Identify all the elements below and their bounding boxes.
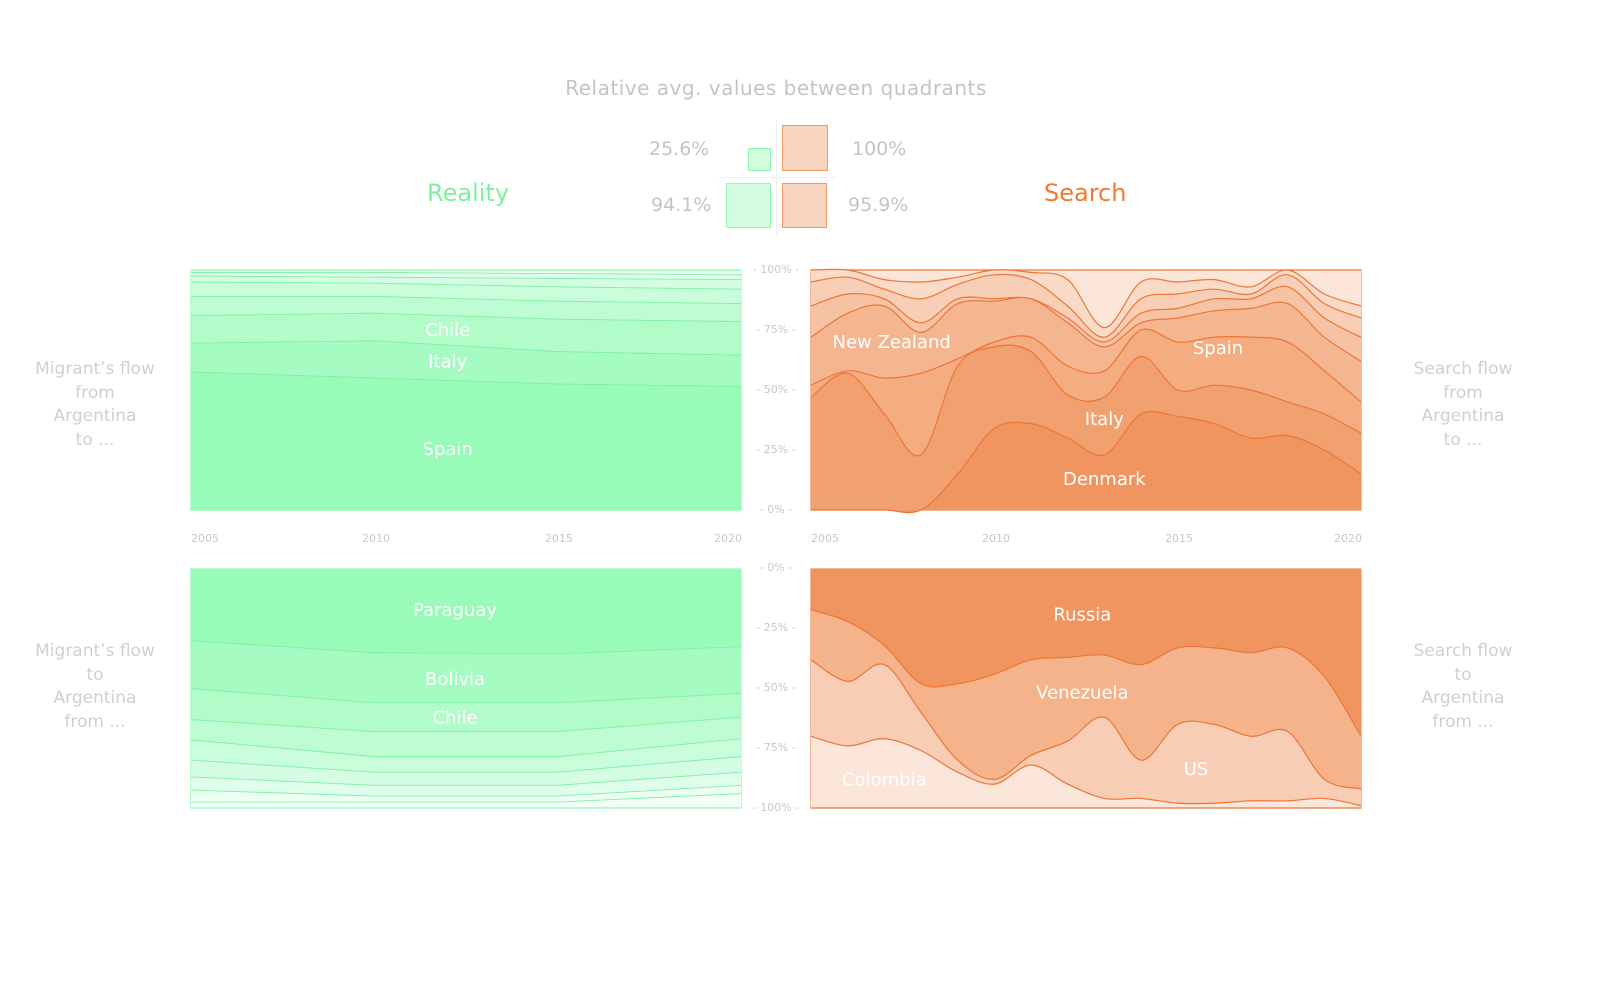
search-heading: Search	[1044, 179, 1127, 207]
chile-layer-boundary	[190, 716, 742, 732]
other-5-layer-boundary	[190, 771, 742, 786]
quadrant-value-bottom-left: 94.1%	[651, 194, 712, 216]
search-from-chart: New Zealand Spain Italy Denmark	[810, 268, 1362, 514]
other-6-layer-boundary	[191, 271, 742, 276]
x-tick: 2010	[362, 532, 390, 545]
x-tick: 2020	[714, 532, 742, 545]
y-tick: - 100% -	[752, 801, 800, 814]
quadrant-square-top-left	[747, 147, 771, 171]
italy-layer-boundary	[810, 344, 1362, 457]
quadrant-value-top-left: 25.6%	[649, 138, 710, 160]
side-label-line: to	[86, 664, 104, 685]
side-label-line: from	[75, 382, 115, 403]
search-to-chart: Russia Venezuela US Colombia	[810, 568, 1362, 809]
side-label-line: to	[1454, 664, 1472, 685]
side-label-line: from ...	[64, 711, 126, 732]
quadrant-value-bottom-right: 95.9%	[848, 194, 909, 216]
other-6-layer-boundary	[810, 268, 1362, 329]
x-tick: 2020	[1334, 532, 1362, 545]
side-label-line: Argentina	[53, 406, 137, 426]
spain-layer-boundary	[810, 296, 1362, 362]
quadrant-square-bottom-left	[726, 183, 771, 228]
side-label-right-bottom: Search flow to Argentina from ...	[1388, 640, 1538, 734]
series-label: Italy	[428, 351, 467, 372]
other-5-layer-boundary	[810, 273, 1362, 338]
quadrant-square-top-right	[782, 125, 828, 171]
side-label-line: to ...	[75, 429, 115, 450]
italy-layer-boundary	[190, 340, 742, 356]
spain-layer-boundary	[190, 371, 742, 387]
us-layer-boundary	[810, 735, 1362, 807]
chart-title: Relative avg. values between quadrants	[565, 76, 987, 100]
other-7-layer-boundary	[191, 793, 742, 803]
reality-heading: Reality	[427, 179, 510, 207]
series-label: Paraguay	[413, 600, 497, 621]
other-4-layer-boundary	[190, 756, 742, 773]
side-label-left-bottom: Migrant’s flow to Argentina from ...	[20, 640, 170, 734]
reality-from-chart: Spain Italy Chile	[190, 269, 742, 511]
y-tick: - 0% -	[759, 503, 793, 516]
y-tick: - 50% -	[756, 681, 796, 694]
side-label-left-top: Migrant’s flow from Argentina to ...	[20, 358, 170, 452]
bolivia-layer-boundary	[190, 688, 742, 704]
legend-divider-horizontal	[718, 177, 836, 178]
denmark-layer-boundary	[811, 410, 1362, 514]
side-label-line: Argentina	[53, 688, 137, 708]
other-3-layer-boundary	[190, 738, 742, 758]
series-label: Russia	[1053, 605, 1111, 626]
y-tick: - 75% -	[756, 323, 796, 336]
series-label: New Zealand	[833, 332, 951, 353]
x-tick: 2015	[545, 532, 573, 545]
x-tick: 2005	[811, 532, 839, 545]
series-label: Colombia	[842, 770, 927, 791]
spain-layer	[191, 372, 741, 510]
side-label-line: Migrant’s flow	[35, 641, 155, 661]
x-tick: 2015	[1165, 532, 1193, 545]
side-label-line: Argentina	[1421, 406, 1505, 426]
x-tick: 2005	[191, 532, 219, 545]
russia-layer-boundary	[810, 609, 1362, 737]
quadrant-square-bottom-right	[782, 183, 828, 229]
series-label: Denmark	[1063, 469, 1146, 490]
series-label: US	[1184, 759, 1209, 780]
side-label-line: to ...	[1443, 429, 1483, 450]
series-label: Spain	[423, 439, 473, 460]
x-tick: 2010	[982, 532, 1010, 545]
side-label-line: Migrant’s flow	[35, 359, 155, 379]
paraguay-layer	[191, 569, 741, 654]
side-label-line: Search flow	[1413, 641, 1513, 661]
other-5-layer-boundary	[190, 275, 742, 281]
other-4-layer-boundary	[190, 281, 742, 290]
paraguay-layer-boundary	[190, 640, 742, 655]
y-tick: - 50% -	[756, 383, 796, 396]
other-2-layer-boundary	[810, 328, 1362, 403]
reality-to-chart: Paraguay Bolivia Chile	[190, 568, 742, 809]
y-tick: - 25% -	[756, 443, 796, 456]
series-label: Chile	[425, 320, 470, 341]
chile-layer-boundary	[190, 312, 742, 323]
side-label-line: Argentina	[1421, 688, 1505, 708]
side-label-line: Search flow	[1413, 359, 1513, 379]
series-label: Bolivia	[425, 669, 485, 690]
side-label-line: from	[1443, 382, 1483, 403]
series-label: Venezuela	[1036, 682, 1128, 703]
series-label: Chile	[432, 707, 477, 728]
y-tick: - 100% -	[752, 263, 800, 276]
other-6-layer-boundary	[190, 784, 742, 797]
y-tick: - 25% -	[756, 621, 796, 634]
y-tick: - 75% -	[756, 741, 796, 754]
new-zealand-layer-boundary	[810, 285, 1362, 343]
series-label: Spain	[1193, 338, 1243, 359]
side-label-right-top: Search flow from Argentina to ...	[1388, 358, 1538, 452]
denmark-layer	[811, 411, 1361, 513]
side-label-line: from ...	[1432, 711, 1494, 732]
series-label: Italy	[1085, 409, 1124, 430]
venezuela-layer-boundary	[810, 659, 1362, 790]
y-tick: - 0% -	[759, 561, 793, 574]
quadrant-value-top-right: 100%	[852, 138, 907, 160]
russia-layer	[811, 569, 1361, 737]
other-3-layer-boundary	[191, 295, 742, 305]
